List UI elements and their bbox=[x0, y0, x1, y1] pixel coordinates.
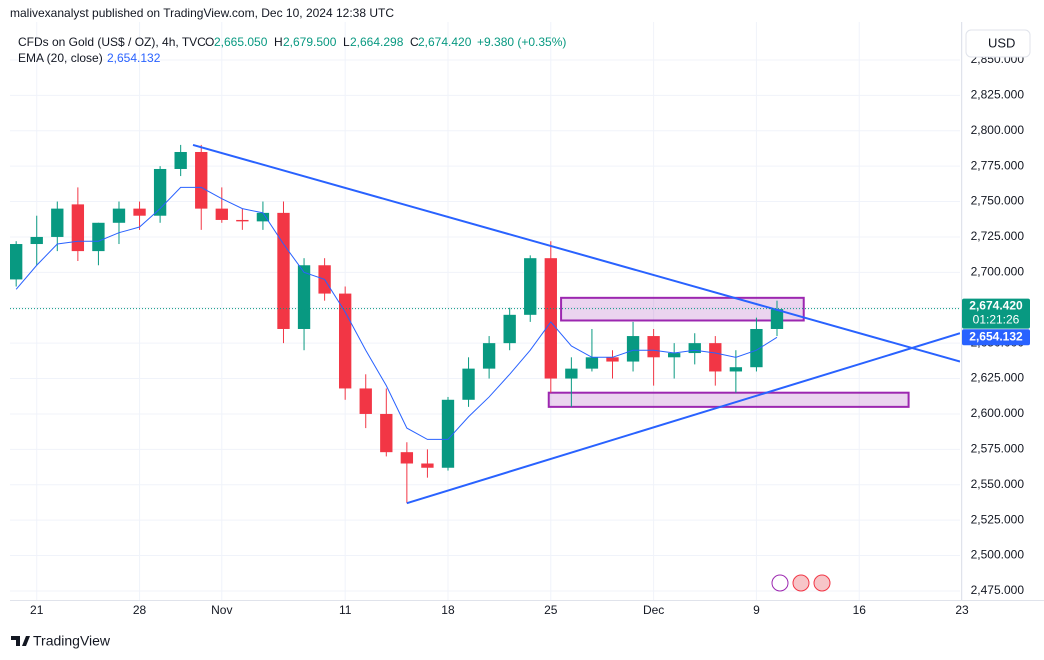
y-tick-label: 2,525.000 bbox=[971, 512, 1025, 526]
candle-body bbox=[524, 258, 537, 315]
y-tick-label: 2,500.000 bbox=[971, 548, 1025, 562]
candle-body bbox=[359, 388, 372, 414]
ohlc-value: 2,665.050 bbox=[214, 35, 268, 49]
events bbox=[771, 574, 831, 592]
y-tick-label: 2,800.000 bbox=[971, 123, 1025, 137]
y-tick-label: 2,725.000 bbox=[971, 229, 1025, 243]
last-price-label: 2,674.420 bbox=[969, 299, 1023, 313]
logo bbox=[11, 636, 30, 646]
event-icon[interactable] bbox=[792, 574, 810, 592]
change: +9.380 (+0.35%) bbox=[477, 35, 566, 49]
ohlc-label: H bbox=[274, 35, 283, 49]
event-icon[interactable] bbox=[813, 574, 831, 592]
candle-body bbox=[626, 336, 640, 362]
candle-body bbox=[256, 212, 270, 222]
candle-body bbox=[297, 265, 311, 329]
x-tick-label: Dec bbox=[643, 603, 664, 617]
event-icon[interactable] bbox=[771, 574, 789, 592]
candle-body bbox=[277, 212, 290, 329]
candle-body bbox=[71, 204, 85, 252]
trendline bbox=[192, 143, 960, 363]
candle-body bbox=[565, 368, 578, 379]
x-tick-label: 18 bbox=[441, 603, 455, 617]
candle-body bbox=[174, 151, 187, 169]
footer-brand: TradingView bbox=[33, 633, 111, 649]
ema-last-label: 2,654.132 bbox=[969, 329, 1023, 343]
x-tick-label: 21 bbox=[30, 603, 44, 617]
candle-body bbox=[441, 399, 455, 468]
ohlc-label: O bbox=[205, 35, 214, 49]
candle-body bbox=[92, 222, 105, 252]
zone bbox=[547, 391, 910, 408]
candle-body bbox=[380, 413, 393, 453]
y-tick-label: 2,700.000 bbox=[971, 265, 1025, 279]
currency-button[interactable] bbox=[965, 29, 1031, 58]
ohlc-value: 2,664.298 bbox=[350, 35, 404, 49]
x-tick-label: Nov bbox=[211, 603, 232, 617]
candle-body bbox=[606, 357, 619, 362]
symbol: CFDs on Gold (US$ / OZ), 4h, TVC bbox=[18, 35, 206, 49]
candle-body bbox=[750, 328, 763, 368]
candle-body bbox=[133, 208, 146, 216]
y-tick-label: 2,750.000 bbox=[971, 194, 1025, 208]
plot bbox=[10, 143, 960, 505]
last-price-box bbox=[962, 298, 1030, 329]
y-tick-label: 2,825.000 bbox=[971, 88, 1025, 102]
publisher: malivexanalyst published on TradingView.… bbox=[10, 6, 394, 20]
x-tick-label: 16 bbox=[853, 603, 867, 617]
candle-body bbox=[236, 219, 249, 222]
ohlc-label: L bbox=[343, 35, 350, 49]
candle-body bbox=[544, 258, 557, 379]
y-tick-label: 2,575.000 bbox=[971, 442, 1025, 456]
candle-body bbox=[482, 343, 496, 369]
ema-value: 2,654.132 bbox=[107, 51, 161, 65]
candle-body bbox=[770, 309, 784, 329]
x-tick-label: 25 bbox=[544, 603, 558, 617]
x-tick-label: 11 bbox=[339, 603, 352, 617]
ema-name: EMA (20, close) bbox=[18, 51, 103, 65]
grid bbox=[10, 22, 963, 600]
ohlc-value: 2,674.420 bbox=[418, 35, 472, 49]
ema-line bbox=[15, 186, 778, 440]
candle-body bbox=[112, 208, 126, 223]
candle-body bbox=[585, 357, 599, 369]
candle-body bbox=[503, 314, 516, 344]
logo-mark bbox=[11, 636, 30, 646]
y-tick-label: 2,625.000 bbox=[971, 371, 1025, 385]
x-tick-label: 28 bbox=[133, 603, 147, 617]
candle-body bbox=[462, 368, 475, 400]
y-tick-label: 2,550.000 bbox=[971, 477, 1025, 491]
y-tick-label: 2,475.000 bbox=[971, 583, 1025, 597]
countdown: 01:21:26 bbox=[973, 313, 1020, 327]
candle-body bbox=[339, 293, 352, 389]
zone bbox=[560, 296, 805, 322]
candle-body bbox=[215, 208, 228, 220]
candle-body bbox=[729, 367, 743, 372]
trendline bbox=[406, 332, 960, 505]
ohlc-value: 2,679.500 bbox=[283, 35, 337, 49]
candle-body bbox=[688, 343, 701, 354]
candle-body bbox=[668, 353, 681, 358]
x-tick-label: 23 bbox=[955, 603, 969, 617]
candle-body bbox=[195, 151, 208, 209]
candle-body bbox=[10, 244, 23, 280]
candle-body bbox=[709, 343, 722, 372]
candle-body bbox=[647, 336, 660, 358]
y-tick-label: 2,775.000 bbox=[971, 158, 1025, 172]
x-tick-label: 9 bbox=[753, 603, 760, 617]
ohlc-label: C bbox=[410, 35, 419, 49]
candle-body bbox=[421, 463, 434, 468]
ema-last-box bbox=[962, 329, 1030, 346]
y-tick-label: 2,600.000 bbox=[971, 406, 1025, 420]
candle-body bbox=[30, 236, 43, 245]
candle-body bbox=[153, 168, 167, 216]
currency[interactable]: USD bbox=[988, 35, 1015, 50]
x-axis: 21 28 Nov 11 18 25 Dec 9 16 23 bbox=[30, 603, 969, 617]
candle-body bbox=[51, 208, 64, 237]
candle-body bbox=[400, 452, 414, 464]
